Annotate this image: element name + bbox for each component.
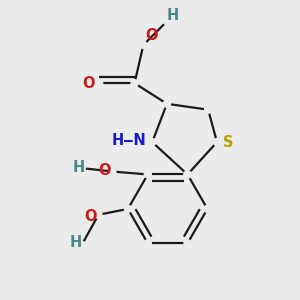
Circle shape bbox=[184, 171, 191, 178]
Text: O: O bbox=[82, 76, 95, 91]
Text: O: O bbox=[85, 209, 97, 224]
Circle shape bbox=[149, 139, 156, 145]
Circle shape bbox=[131, 80, 138, 87]
Circle shape bbox=[164, 100, 170, 107]
Circle shape bbox=[184, 240, 191, 247]
Text: H: H bbox=[167, 8, 179, 23]
Circle shape bbox=[124, 206, 131, 212]
Circle shape bbox=[95, 211, 102, 218]
Circle shape bbox=[144, 171, 151, 178]
Text: H: H bbox=[70, 235, 82, 250]
Circle shape bbox=[140, 41, 147, 48]
Circle shape bbox=[204, 206, 211, 212]
Circle shape bbox=[214, 139, 220, 145]
Circle shape bbox=[96, 80, 103, 87]
Text: O: O bbox=[98, 163, 111, 178]
Circle shape bbox=[184, 171, 191, 178]
Circle shape bbox=[205, 106, 212, 113]
Circle shape bbox=[109, 168, 116, 175]
Text: O: O bbox=[145, 28, 157, 44]
Text: S: S bbox=[223, 135, 233, 150]
Text: H: H bbox=[72, 160, 85, 175]
Text: H‒N: H‒N bbox=[112, 133, 146, 148]
Circle shape bbox=[144, 240, 151, 247]
